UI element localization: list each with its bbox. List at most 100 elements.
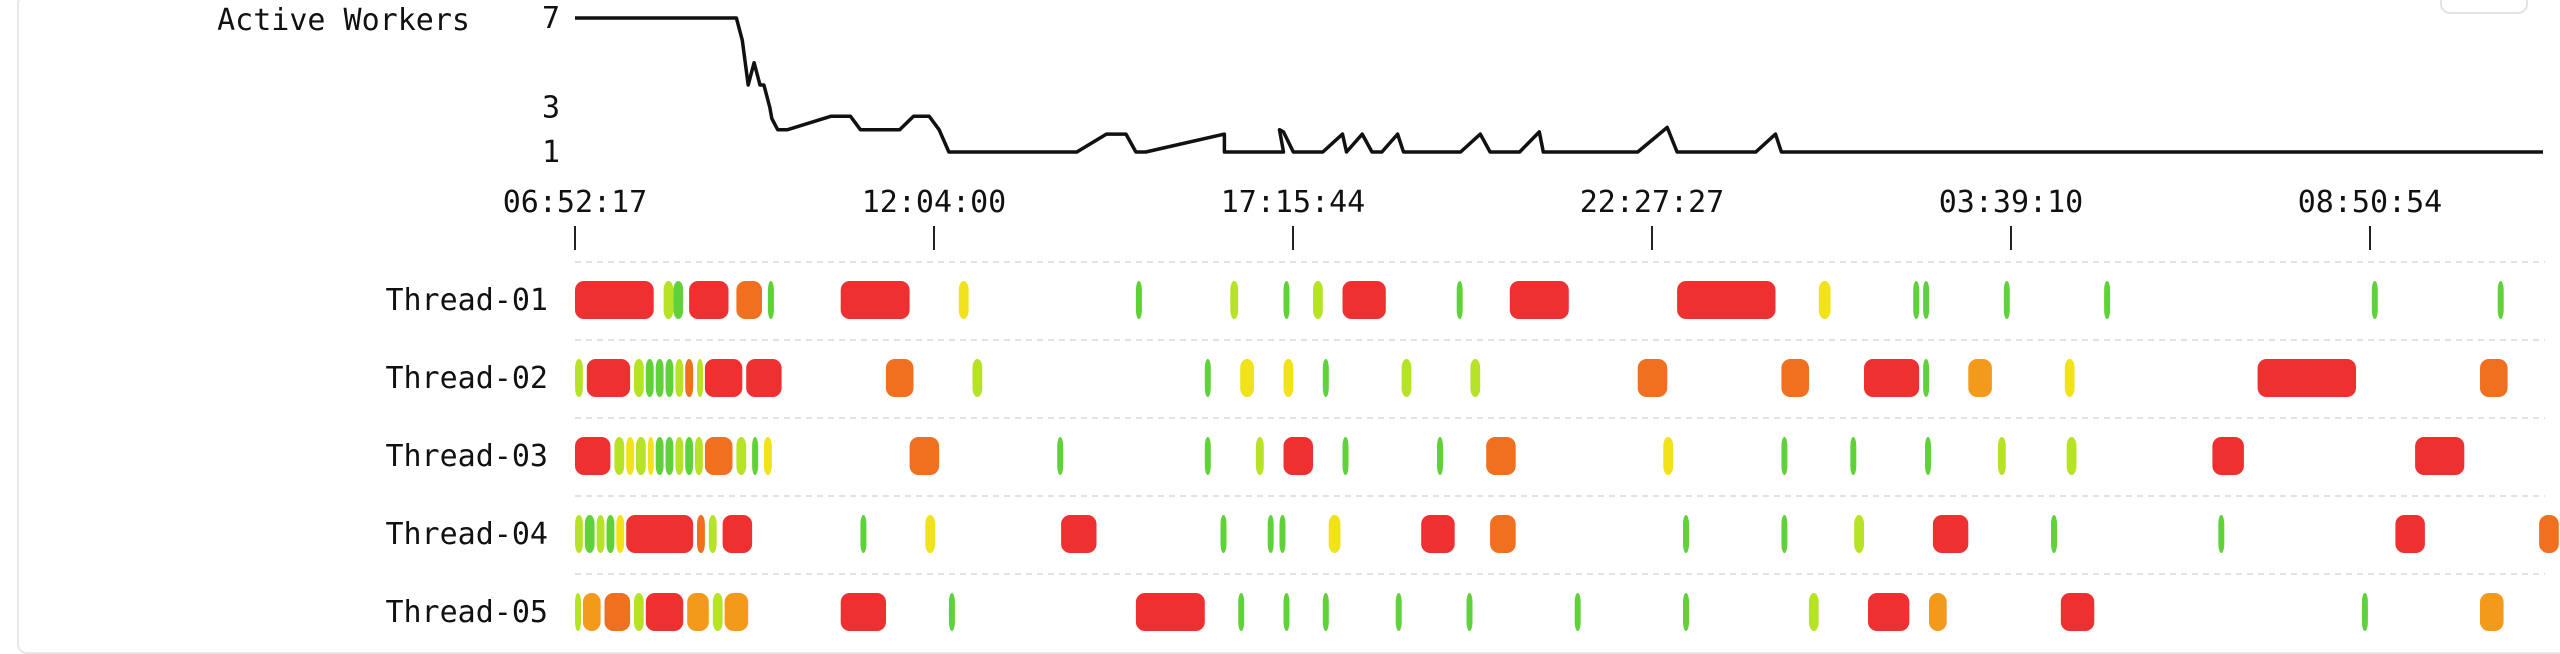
task-bar[interactable] xyxy=(885,359,914,397)
task-bar[interactable] xyxy=(575,515,583,553)
task-bar[interactable] xyxy=(645,593,684,631)
task-bar[interactable] xyxy=(1808,593,1819,631)
task-bar[interactable] xyxy=(1283,359,1294,397)
task-bar[interactable] xyxy=(1925,437,1931,475)
task-bar[interactable] xyxy=(634,593,644,631)
task-bar[interactable] xyxy=(1401,359,1412,397)
task-bar[interactable] xyxy=(2003,281,2010,319)
task-bar[interactable] xyxy=(1677,281,1776,319)
task-bar[interactable] xyxy=(708,515,717,553)
task-bar[interactable] xyxy=(685,437,694,475)
task-bar[interactable] xyxy=(2212,437,2244,475)
task-bar[interactable] xyxy=(582,593,601,631)
task-bar[interactable] xyxy=(746,359,782,397)
task-bar[interactable] xyxy=(2395,515,2425,553)
task-bar[interactable] xyxy=(1204,359,1211,397)
task-bar[interactable] xyxy=(665,437,674,475)
task-bar[interactable] xyxy=(596,515,605,553)
task-bar[interactable] xyxy=(958,281,969,319)
task-bar[interactable] xyxy=(948,593,955,631)
task-bar[interactable] xyxy=(736,437,747,475)
task-bar[interactable] xyxy=(655,359,664,397)
task-bar[interactable] xyxy=(1923,359,1930,397)
task-bar[interactable] xyxy=(1663,437,1674,475)
task-bar[interactable] xyxy=(1637,359,1668,397)
task-bar[interactable] xyxy=(616,515,625,553)
task-bar[interactable] xyxy=(2104,281,2111,319)
task-bar[interactable] xyxy=(697,515,705,553)
task-bar[interactable] xyxy=(722,515,753,553)
task-bar[interactable] xyxy=(1313,281,1323,319)
task-bar[interactable] xyxy=(1509,281,1569,319)
task-bar[interactable] xyxy=(2064,359,2075,397)
task-bar[interactable] xyxy=(614,437,625,475)
task-bar[interactable] xyxy=(1781,437,1788,475)
task-bar[interactable] xyxy=(1342,281,1386,319)
task-bar[interactable] xyxy=(2257,359,2356,397)
task-bar[interactable] xyxy=(860,515,867,553)
task-bar[interactable] xyxy=(1490,515,1516,553)
task-bar[interactable] xyxy=(1283,437,1314,475)
task-bar[interactable] xyxy=(1781,359,1809,397)
task-bar[interactable] xyxy=(636,437,646,475)
task-bar[interactable] xyxy=(2066,437,2077,475)
task-bar[interactable] xyxy=(704,359,743,397)
task-bar[interactable] xyxy=(687,593,709,631)
task-bar[interactable] xyxy=(673,281,684,319)
task-bar[interactable] xyxy=(1135,593,1205,631)
task-bar[interactable] xyxy=(2480,593,2504,631)
task-bar[interactable] xyxy=(1240,359,1254,397)
task-bar[interactable] xyxy=(2497,281,2504,319)
task-bar[interactable] xyxy=(695,437,703,475)
task-bar[interactable] xyxy=(1850,437,1857,475)
task-bar[interactable] xyxy=(586,359,631,397)
task-bar[interactable] xyxy=(675,437,684,475)
task-bar[interactable] xyxy=(1868,593,1910,631)
task-bar[interactable] xyxy=(1818,281,1831,319)
task-bar[interactable] xyxy=(575,281,654,319)
task-bar[interactable] xyxy=(704,437,733,475)
task-bar[interactable] xyxy=(1283,593,1290,631)
task-bar[interactable] xyxy=(1342,437,1349,475)
task-bar[interactable] xyxy=(840,281,910,319)
task-bar[interactable] xyxy=(1421,515,1455,553)
task-bar[interactable] xyxy=(655,437,664,475)
task-bar[interactable] xyxy=(606,515,615,553)
task-bar[interactable] xyxy=(1057,437,1064,475)
task-bar[interactable] xyxy=(1913,281,1920,319)
task-bar[interactable] xyxy=(909,437,940,475)
task-bar[interactable] xyxy=(925,515,936,553)
task-bar[interactable] xyxy=(2218,515,2225,553)
task-bar[interactable] xyxy=(1456,281,1463,319)
task-bar[interactable] xyxy=(2415,437,2465,475)
task-bar[interactable] xyxy=(1395,593,1402,631)
task-bar[interactable] xyxy=(685,359,694,397)
task-bar[interactable] xyxy=(2480,359,2508,397)
task-bar[interactable] xyxy=(1781,515,1788,553)
task-bar[interactable] xyxy=(1574,593,1581,631)
panel-menu-button[interactable] xyxy=(2440,0,2528,14)
task-bar[interactable] xyxy=(1864,359,1920,397)
task-bar[interactable] xyxy=(647,437,654,475)
task-bar[interactable] xyxy=(1267,515,1274,553)
task-bar[interactable] xyxy=(626,437,635,475)
task-bar[interactable] xyxy=(1322,593,1329,631)
task-bar[interactable] xyxy=(972,359,983,397)
task-bar[interactable] xyxy=(645,359,654,397)
task-bar[interactable] xyxy=(604,593,631,631)
task-bar[interactable] xyxy=(1061,515,1097,553)
task-bar[interactable] xyxy=(2539,515,2559,553)
task-bar[interactable] xyxy=(1854,515,1864,553)
task-bar[interactable] xyxy=(1238,593,1245,631)
task-bar[interactable] xyxy=(1466,593,1473,631)
task-bar[interactable] xyxy=(1929,593,1947,631)
task-bar[interactable] xyxy=(724,593,749,631)
task-bar[interactable] xyxy=(1322,359,1329,397)
task-bar[interactable] xyxy=(767,281,774,319)
task-bar[interactable] xyxy=(575,593,581,631)
task-bar[interactable] xyxy=(840,593,886,631)
task-bar[interactable] xyxy=(626,515,694,553)
task-bar[interactable] xyxy=(1328,515,1341,553)
task-bar[interactable] xyxy=(575,437,611,475)
task-bar[interactable] xyxy=(1135,281,1142,319)
